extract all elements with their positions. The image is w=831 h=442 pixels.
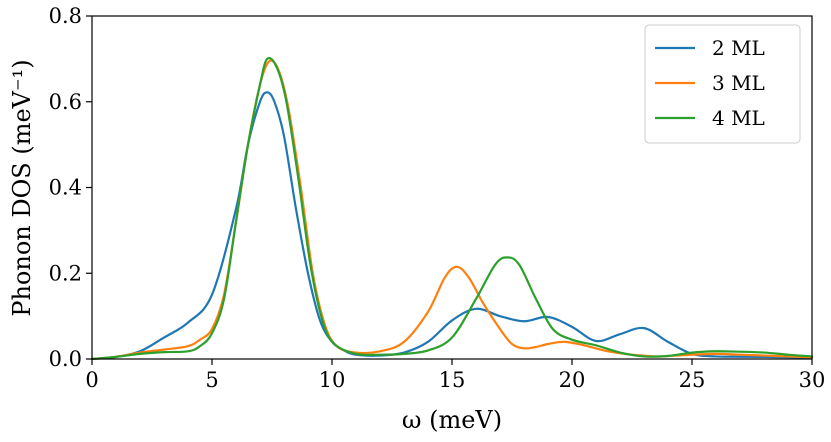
x-axis-label: ω (meV) [402,406,502,434]
legend-label: 4 ML [712,106,765,130]
legend-box [644,24,801,144]
y-axis-ticks: 0.0 0.2 0.4 0.6 0.8 [49,4,92,371]
y-tick-label: 0.4 [49,176,82,200]
y-axis-label: Phonon DOS (meV⁻¹) [8,59,36,316]
legend-label: 2 ML [712,36,765,60]
legend: 2 ML 3 ML 4 ML [644,24,801,144]
x-tick-label: 10 [319,368,346,392]
y-tick-label: 0.2 [49,261,82,285]
x-axis-ticks: 0 5 10 15 20 25 30 [85,359,825,392]
x-tick-label: 20 [559,368,586,392]
y-tick-label: 0.6 [49,90,82,114]
legend-label: 3 ML [712,71,765,95]
x-tick-label: 5 [205,368,218,392]
series-line-4-ml [90,56,814,361]
series-layer [90,56,814,361]
x-tick-label: 15 [439,368,466,392]
x-tick-label: 30 [799,368,826,392]
y-tick-label: 0.0 [49,347,82,371]
y-tick-label: 0.8 [49,4,82,28]
x-tick-label: 0 [85,368,98,392]
x-tick-label: 25 [679,368,706,392]
